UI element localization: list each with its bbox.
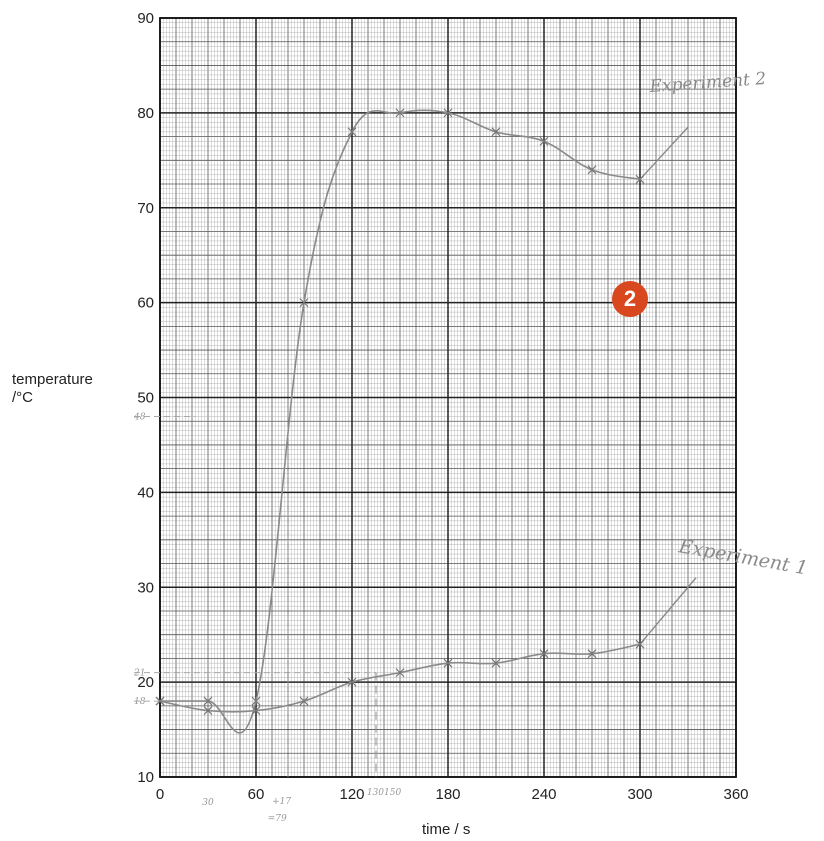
data-point-stroke (395, 668, 405, 678)
data-point-stroke (443, 658, 453, 668)
data-point-stroke (203, 706, 213, 716)
data-point (539, 136, 549, 146)
y-tick-label: 50 (137, 390, 154, 407)
tick-labels: 10 20 30 40 50 60 70 80 90 0 60 120 180 240 300 360 (137, 10, 748, 803)
data-point (587, 165, 597, 175)
x-tick-label: 360 (723, 786, 748, 803)
data-point-stroke (491, 658, 501, 668)
data-point-stroke (395, 108, 405, 118)
y-tick-label: 60 (137, 295, 154, 312)
data-point (443, 108, 453, 118)
data-point-stroke (443, 108, 453, 118)
annotation-y-mark: 18 (134, 697, 146, 707)
y-tick-label: 10 (137, 769, 154, 786)
data-point (299, 696, 309, 706)
data-point (299, 298, 309, 308)
x-tick-label: 60 (248, 786, 265, 803)
step-number-badge: 2 (612, 281, 648, 317)
data-point-stroke (155, 696, 165, 706)
annotation-y-mark: 21 (133, 669, 145, 679)
annotation-x-mark: =79 (268, 814, 287, 824)
data-point-stroke (203, 696, 213, 706)
y-axis-title-line1: temperature (12, 371, 93, 388)
y-tick-label: 30 (137, 579, 154, 596)
data-point-stroke (491, 127, 501, 137)
x-tick-label: 0 (156, 786, 164, 803)
handwritten-annotations: 48 21 18 30 +17 =79 130150 (133, 412, 401, 824)
x-tick-label: 180 (435, 786, 460, 803)
legend-experiment-2: Experiment 2 (648, 69, 767, 97)
data-point-stroke (587, 165, 597, 175)
data-point-stroke (251, 706, 261, 716)
x-tick-label: 240 (531, 786, 556, 803)
y-axis-title: temperature /°C (12, 371, 93, 407)
y-tick-label: 80 (137, 105, 154, 122)
data-point (539, 649, 549, 659)
data-point (155, 696, 165, 706)
data-point (491, 127, 501, 137)
data-point-stroke (635, 174, 645, 184)
y-tick-label: 90 (137, 10, 154, 27)
data-point-stroke (587, 649, 597, 659)
data-point (395, 668, 405, 678)
data-point-stroke (299, 298, 309, 308)
data-point-stroke (299, 696, 309, 706)
data-point (395, 108, 405, 118)
annotation-x-mark: 130150 (367, 788, 402, 798)
data-point (635, 639, 645, 649)
y-tick-label: 40 (137, 484, 154, 501)
data-point (203, 706, 213, 716)
data-point (251, 696, 261, 706)
data-point-stroke (347, 677, 357, 687)
data-point-stroke (539, 136, 549, 146)
annotation-y-mark: 48 (133, 412, 146, 422)
x-tick-label: 120 (339, 786, 364, 803)
series-leader-line (639, 126, 689, 180)
annotation-x-mark: 30 (202, 798, 214, 808)
x-axis-title: time / s (422, 821, 471, 838)
y-tick-label: 70 (137, 200, 154, 217)
data-point (587, 649, 597, 659)
data-point (443, 658, 453, 668)
data-point-stroke (635, 639, 645, 649)
major-grid (159, 17, 737, 778)
series-leader-line (639, 577, 697, 645)
data-point (251, 706, 261, 716)
data-point (203, 696, 213, 706)
y-axis-title-line2: /°C (12, 389, 33, 406)
data-point-stroke (251, 696, 261, 706)
data-point-stroke (347, 127, 357, 137)
plot-frame (159, 17, 737, 778)
y-tick-label: 20 (137, 674, 154, 691)
data-point-stroke (539, 649, 549, 659)
annotation-x-mark: +17 (272, 797, 291, 807)
x-tick-label: 300 (627, 786, 652, 803)
data-point (635, 174, 645, 184)
series-layer (155, 108, 697, 734)
data-point (347, 677, 357, 687)
data-point (491, 658, 501, 668)
data-point (347, 127, 357, 137)
